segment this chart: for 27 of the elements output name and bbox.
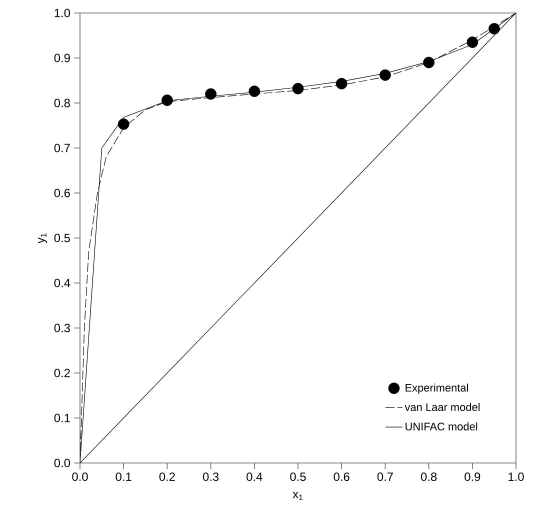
x-tick-label: 0.8 — [420, 472, 437, 481]
y-tick-label: 0.9 — [54, 54, 70, 62]
x-tick-label: 0.4 — [246, 472, 262, 481]
y-tick-label: 0.3 — [54, 324, 70, 332]
y-tick-label: 0.7 — [54, 144, 70, 152]
x-tick-label: 0.5 — [290, 472, 306, 481]
x-tick-label: 0.0 — [72, 472, 88, 481]
legend-label: van Laar model — [404, 402, 480, 412]
x-tick-label: 0.1 — [116, 472, 132, 481]
x-tick-label: 1.0 — [508, 472, 524, 481]
y-tick-label: 0.0 — [54, 458, 70, 468]
legend-label: Experimental — [406, 384, 468, 394]
y-tick-label: 0.1 — [54, 414, 70, 422]
y-tick-label: 0.5 — [54, 234, 70, 242]
x-tick-label: 0.9 — [464, 472, 480, 481]
x-tick-label: 0.2 — [159, 472, 175, 481]
legend-label: UNIFAC model — [406, 422, 478, 430]
y-tick-label: 0.4 — [54, 278, 70, 288]
x-axis-title: x$_{1}$ — [292, 492, 303, 500]
x-tick-label: 0.7 — [377, 472, 393, 481]
y-tick-label: 0.8 — [54, 98, 70, 108]
x-tick-label: 0.6 — [334, 472, 350, 481]
y-axis-title: y$_{1}$ — [38, 233, 48, 244]
x-tick-label: 0.3 — [202, 472, 219, 481]
y-tick-label: 1.0 — [54, 8, 70, 18]
y-tick-label: 0.6 — [54, 188, 70, 198]
y-tick-label: 0.2 — [54, 368, 70, 378]
